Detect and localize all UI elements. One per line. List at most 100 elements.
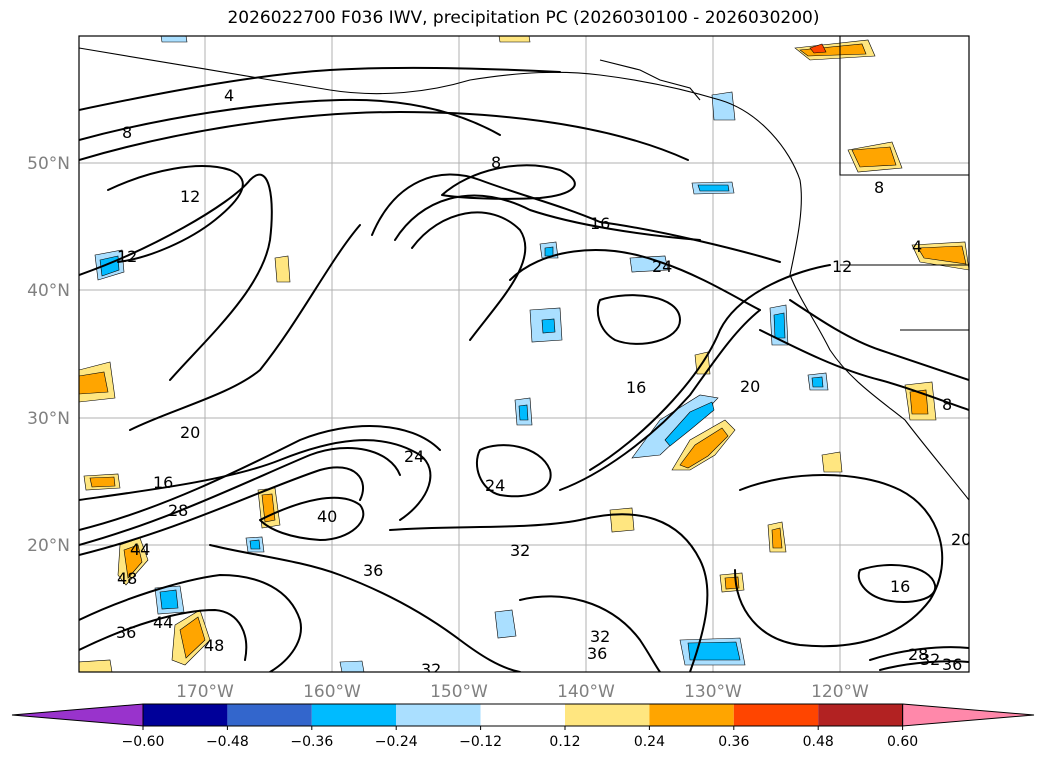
contour-label: 20	[180, 423, 200, 442]
contour-line	[79, 447, 401, 546]
colorbar-bin	[733, 704, 819, 726]
contour-label: 20	[951, 530, 971, 549]
colorbar-tick-label: 0.60	[887, 734, 918, 750]
contour-label: 16	[153, 473, 173, 492]
precip-blob	[697, 184, 730, 192]
contour-line	[596, 294, 681, 345]
contour-label-group: 4 8 8 12 12 16 24 12 8 4 16 20 20 16 24 …	[116, 86, 971, 679]
colorbar-bin	[565, 704, 650, 726]
contour-line	[519, 595, 661, 672]
longitude-label: 160°W	[303, 682, 361, 702]
contour-line	[259, 496, 365, 541]
map-title: 2026022700 F036 IWV, precipitation PC (2…	[227, 8, 820, 28]
precip-blob	[179, 616, 206, 659]
contour-label: 28	[908, 645, 928, 664]
latitude-label: 40°N	[27, 281, 70, 301]
contour-label: 40	[317, 507, 337, 526]
precip-blob	[711, 91, 736, 121]
coastline	[79, 47, 969, 501]
precip-blob	[851, 146, 897, 168]
longitude-labels: 170°W 160°W 150°W 140°W 130°W 120°W	[176, 682, 869, 702]
contour-label: 36	[116, 623, 136, 642]
longitude-label: 170°W	[176, 682, 234, 702]
contour-label: 8	[874, 178, 884, 197]
precip-negative-blobs	[94, 36, 829, 672]
latitude-label: 50°N	[27, 154, 70, 174]
contour-label: 24	[652, 257, 672, 276]
contour-line	[209, 544, 521, 672]
precip-blob	[687, 641, 741, 661]
latitude-label: 30°N	[27, 409, 70, 429]
precip-blob	[811, 376, 824, 388]
contour-label: 4	[224, 86, 234, 105]
precip-blob	[609, 507, 635, 533]
contour-line	[509, 249, 761, 311]
contour-line	[79, 425, 441, 531]
colorbar: −0.60 −0.48 −0.36 −0.24 −0.12 0.12 0.24 0.36 0.4…	[11, 703, 1035, 750]
contour-line	[129, 224, 361, 431]
longitude-label: 150°W	[430, 682, 488, 702]
precip-blob	[518, 404, 529, 421]
contour-label: 32	[920, 650, 940, 669]
contour-label: 12	[117, 247, 137, 266]
precip-blob	[339, 660, 365, 672]
precip-blob	[79, 371, 109, 395]
precip-blob	[159, 589, 179, 610]
contour-line	[79, 66, 561, 111]
precip-blob	[629, 255, 669, 273]
contour-line	[411, 211, 527, 341]
contour-label: 8	[491, 153, 501, 172]
colorbar-bin	[649, 704, 734, 726]
colorbar-tick-label: −0.24	[375, 734, 418, 750]
colorbar-bin	[818, 704, 903, 726]
contour-label: 44	[130, 540, 150, 559]
contour-label: 8	[122, 123, 132, 142]
precip-blob	[89, 476, 116, 488]
contour-label: 12	[832, 257, 852, 276]
contour-line	[734, 474, 944, 648]
contour-line	[79, 609, 248, 661]
colorbar-tick-label: −0.48	[206, 734, 249, 750]
precip-blob	[274, 255, 291, 283]
contour-line	[869, 646, 969, 661]
contour-label: 16	[626, 378, 646, 397]
contour-label: 48	[117, 569, 137, 588]
map-frame	[78, 35, 970, 673]
contour-line	[79, 574, 302, 672]
contour-line	[857, 564, 937, 603]
contour-label: 16	[890, 577, 910, 596]
coastline	[839, 36, 969, 176]
contour-line	[879, 660, 969, 671]
colorbar-bin	[396, 704, 481, 726]
precip-positive-blobs	[79, 36, 969, 672]
contour-line	[79, 466, 365, 556]
colorbar-tick-label: 0.12	[549, 734, 580, 750]
colorbar-bin	[311, 704, 397, 726]
precip-blob	[79, 659, 113, 672]
colorbar-border	[142, 703, 904, 727]
colorbar-tick-label: −0.36	[290, 734, 333, 750]
contour-line	[79, 111, 689, 161]
precip-blob	[664, 401, 715, 447]
contour-label: 32	[510, 541, 530, 560]
map-background	[79, 36, 969, 672]
coastline	[599, 59, 701, 101]
contour-line	[475, 444, 552, 498]
iwv-contours	[79, 66, 969, 672]
contour-line	[79, 98, 501, 141]
contour-label: 4	[912, 237, 922, 256]
contour-line	[389, 513, 709, 672]
latitude-label: 20°N	[27, 536, 70, 556]
contour-line	[79, 439, 432, 521]
contour-label: 32	[421, 660, 441, 679]
colorbar-tick-label: 0.24	[634, 734, 665, 750]
precip-blob	[541, 318, 556, 334]
colorbar-tick-label: −0.60	[122, 734, 165, 750]
longitude-label: 130°W	[684, 682, 742, 702]
colorbar-extend-low	[11, 703, 144, 727]
contour-line	[789, 299, 969, 381]
contour-label: 48	[204, 636, 224, 655]
colorbar-tick-label: 0.48	[803, 734, 834, 750]
precip-blob	[773, 312, 786, 339]
